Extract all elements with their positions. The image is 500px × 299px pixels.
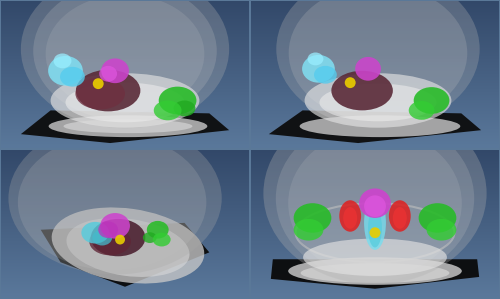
Ellipse shape [158, 87, 196, 114]
Ellipse shape [302, 55, 335, 83]
Ellipse shape [340, 200, 361, 232]
Ellipse shape [389, 200, 410, 232]
Ellipse shape [33, 0, 217, 120]
Circle shape [115, 235, 125, 245]
Ellipse shape [320, 84, 436, 121]
Ellipse shape [66, 218, 190, 277]
Ellipse shape [303, 239, 447, 276]
Ellipse shape [50, 73, 200, 128]
Ellipse shape [147, 221, 169, 239]
Ellipse shape [288, 129, 462, 277]
Ellipse shape [66, 83, 184, 122]
Polygon shape [40, 223, 209, 287]
Ellipse shape [60, 67, 85, 87]
Ellipse shape [418, 203, 457, 233]
Ellipse shape [414, 87, 450, 114]
Circle shape [344, 77, 356, 88]
Ellipse shape [276, 116, 474, 281]
Ellipse shape [364, 196, 386, 250]
Ellipse shape [294, 203, 332, 233]
Circle shape [370, 227, 380, 238]
Ellipse shape [393, 207, 406, 229]
Ellipse shape [76, 78, 125, 109]
Ellipse shape [143, 232, 156, 243]
Ellipse shape [154, 100, 182, 120]
Circle shape [93, 78, 104, 89]
Ellipse shape [355, 57, 381, 81]
Ellipse shape [101, 58, 129, 83]
Ellipse shape [100, 213, 130, 239]
Ellipse shape [332, 71, 393, 110]
Ellipse shape [276, 0, 480, 127]
Ellipse shape [344, 207, 357, 229]
Ellipse shape [288, 0, 468, 121]
Ellipse shape [368, 208, 382, 248]
Ellipse shape [359, 188, 391, 218]
Ellipse shape [48, 56, 83, 86]
Ellipse shape [300, 263, 450, 283]
Ellipse shape [91, 219, 146, 256]
Ellipse shape [304, 73, 452, 128]
Ellipse shape [174, 100, 196, 116]
Ellipse shape [264, 103, 486, 284]
Ellipse shape [64, 119, 192, 133]
Ellipse shape [48, 115, 207, 137]
Ellipse shape [294, 219, 324, 241]
Ellipse shape [426, 219, 456, 241]
Ellipse shape [82, 222, 109, 243]
Ellipse shape [308, 53, 324, 65]
Ellipse shape [92, 230, 112, 245]
Ellipse shape [21, 0, 229, 128]
Ellipse shape [364, 195, 386, 217]
Polygon shape [271, 259, 479, 289]
Ellipse shape [76, 70, 140, 112]
Ellipse shape [408, 101, 434, 120]
Ellipse shape [8, 122, 222, 274]
Polygon shape [269, 110, 481, 143]
Ellipse shape [288, 257, 462, 285]
Ellipse shape [314, 66, 337, 84]
Ellipse shape [54, 54, 72, 68]
Ellipse shape [300, 115, 460, 137]
Ellipse shape [153, 233, 170, 246]
Ellipse shape [99, 66, 117, 82]
Polygon shape [21, 110, 229, 143]
Ellipse shape [98, 221, 118, 238]
Ellipse shape [46, 0, 204, 113]
Ellipse shape [18, 134, 206, 270]
Ellipse shape [90, 228, 131, 255]
Ellipse shape [52, 208, 204, 283]
